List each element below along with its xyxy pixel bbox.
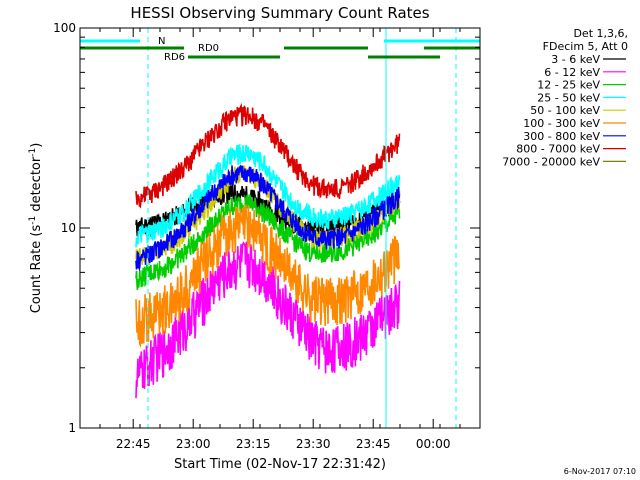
y-axis-label-main: Count Rate (s [29, 225, 44, 314]
legend-entry-label: 300 - 800 keV [523, 130, 600, 143]
legend-entry-label: 7000 - 20000 keV [502, 155, 600, 168]
x-axis-label: Start Time (02-Nov-17 22:31:42) [174, 457, 386, 472]
series-line [135, 102, 401, 209]
y-axis-label-sup1: -1 [28, 216, 38, 225]
legend-entry-label: 50 - 100 keV [530, 104, 600, 117]
y-tick-label: 100 [53, 21, 76, 35]
series-line [135, 241, 401, 399]
plot-area: N RD0 RD6 1 10 100 22:45 23:00 23:15 23:30 23:45 00… [53, 21, 481, 451]
legend-entry-label: 100 - 300 keV [523, 117, 600, 130]
footer-date: 6-Nov-2017 07:10 [564, 467, 636, 476]
legend-entry-label: 6 - 12 keV [544, 66, 600, 79]
x-tick-label: 23:30 [296, 437, 331, 451]
x-tick-label: 22:45 [116, 437, 151, 451]
series-line [135, 165, 401, 272]
x-tick-label: 23:00 [176, 437, 211, 451]
legend-header-line-2: FDecim 5, Att 0 [543, 40, 628, 53]
legend-entry-label: 3 - 6 keV [551, 53, 600, 66]
legend-entry-label: 25 - 50 keV [537, 91, 600, 104]
y-axis-label: Count Rate (s-1 detector-1) [28, 143, 44, 314]
series-line [135, 144, 401, 248]
y-axis-label-sup2: -1 [28, 148, 38, 157]
y-tick-label: 1 [68, 421, 76, 435]
state-label-rd6: RD6 [164, 52, 185, 63]
legend-entry-label: 12 - 25 keV [537, 79, 600, 92]
series-line [135, 194, 401, 290]
state-label-rd0: RD0 [198, 43, 219, 54]
legend-entry-label: 800 - 7000 keV [516, 143, 600, 156]
y-axis-label-mid: detector [29, 156, 44, 216]
x-tick-label: 23:45 [356, 437, 391, 451]
state-label-n: N [158, 36, 165, 47]
x-tick-label: 23:15 [236, 437, 271, 451]
y-axis-label-end: ) [29, 143, 44, 148]
series-line [135, 204, 401, 349]
y-tick-label: 10 [61, 221, 76, 235]
x-tick-label: 00:00 [416, 437, 451, 451]
chart-title: HESSI Observing Summary Count Rates [130, 4, 429, 22]
legend-header-line-1: Det 1,3,6, [573, 27, 628, 40]
